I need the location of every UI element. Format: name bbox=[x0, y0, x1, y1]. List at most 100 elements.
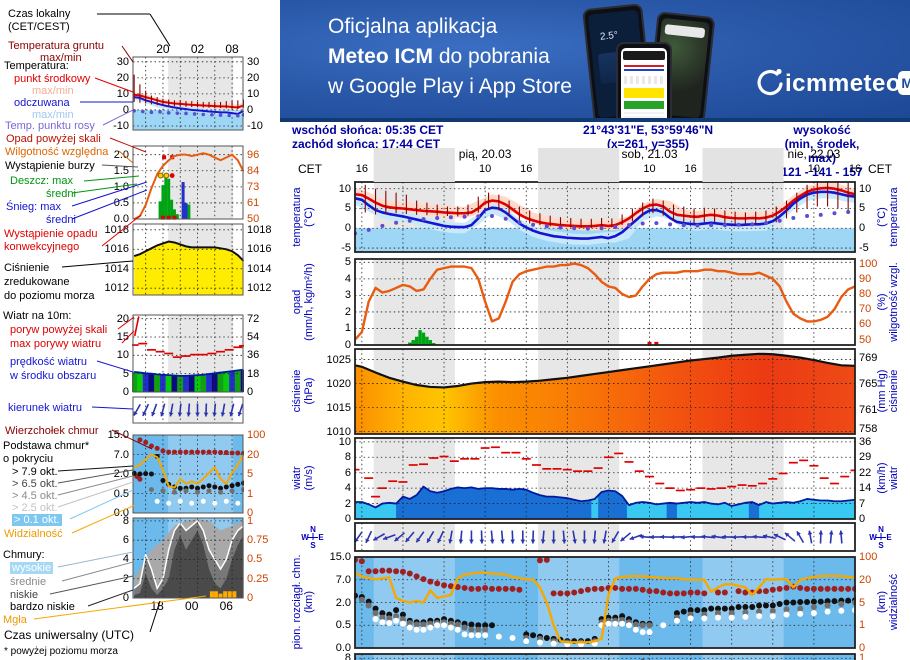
svg-text:N: N bbox=[878, 525, 884, 534]
y-tick-right: 96 bbox=[247, 148, 260, 161]
y-tick-left: 5 bbox=[122, 367, 129, 380]
y-tick-left: 20 bbox=[116, 71, 129, 84]
legend-clouds-mid: średnie bbox=[10, 576, 47, 588]
legend-rain-mean: średni bbox=[46, 188, 76, 200]
y-tick-left: 10 bbox=[338, 182, 351, 195]
y-tick-left: 0 bbox=[122, 103, 129, 116]
y-tick-right: 100 bbox=[247, 429, 266, 441]
axis-title-pressure-left: ciśnienie (hPa) bbox=[291, 369, 315, 413]
y-tick-right: 36 bbox=[247, 349, 260, 362]
y-tick-left: 1010 bbox=[326, 425, 351, 438]
y-tick-left: 8 bbox=[344, 451, 351, 464]
coordinates: 21°43'31"E, 53°59'46"N (x=261, y=355) bbox=[582, 123, 714, 151]
y-tick-left: 20 bbox=[116, 312, 129, 325]
y-tick-right: 1 bbox=[859, 619, 866, 632]
y-tick-right: 0.5 bbox=[247, 553, 263, 566]
y-tick-right: 0 bbox=[247, 386, 254, 398]
legend-cloud-base-1: Podstawa chmur* bbox=[3, 440, 90, 452]
y-tick-right: 70 bbox=[859, 303, 872, 316]
y-tick-left: 5 bbox=[344, 256, 351, 269]
panel-chmury bbox=[354, 653, 856, 660]
svg-text:S: S bbox=[878, 541, 884, 550]
y-tick-left: 0.5 bbox=[113, 196, 129, 209]
y-tick-left: 1015 bbox=[326, 401, 351, 414]
y-tick-right: 5 bbox=[247, 468, 254, 480]
hour-tick: 16 bbox=[684, 163, 697, 175]
day-label: nie, 22.03 bbox=[787, 147, 841, 161]
y-tick-right: 20 bbox=[247, 448, 260, 461]
y-tick-right: 1 bbox=[859, 652, 866, 660]
logo-badge: M° bbox=[898, 71, 910, 95]
phone-front bbox=[616, 42, 672, 118]
legend-convective-1: Wystąpienie opadu bbox=[4, 228, 98, 240]
legend-storm: Wystąpienie burzy bbox=[5, 160, 95, 172]
y-tick-left: -5 bbox=[341, 242, 351, 255]
panel-opad bbox=[132, 145, 244, 220]
panel-kierunek bbox=[132, 396, 244, 424]
utc-time-label: Czas uniwersalny (UTC) bbox=[4, 628, 135, 642]
logo-swoosh-icon bbox=[757, 68, 783, 96]
y-tick-left: 1018 bbox=[104, 223, 129, 236]
legend-okt-65: > 6.5 okt. bbox=[12, 478, 58, 490]
header-night-bands bbox=[373, 148, 784, 182]
panel-ciśnienie bbox=[132, 223, 244, 296]
legend-clouds-low: niskie bbox=[10, 589, 39, 601]
y-tick-right: 50 bbox=[859, 333, 872, 346]
y-tick-right: 10 bbox=[859, 182, 872, 195]
y-tick-right: 7 bbox=[859, 497, 866, 510]
legend-pressure-3: do poziomu morza bbox=[4, 290, 95, 302]
axis-title-cloud-left: pion. rozciągł. chm. (km) bbox=[291, 554, 315, 650]
legend-feels-maxmin: max/min bbox=[32, 109, 74, 121]
y-tick-left: 10 bbox=[116, 349, 129, 362]
y-tick-right: 20 bbox=[247, 71, 260, 84]
y-tick-right: 5 bbox=[859, 596, 866, 609]
panel-wiatr bbox=[354, 437, 856, 520]
panel-chmury bbox=[132, 517, 244, 599]
y-tick-right: 100 bbox=[859, 551, 878, 563]
y-tick-left: 0.0 bbox=[335, 642, 351, 654]
legend-okt-45: > 4.5 okt. bbox=[12, 490, 58, 502]
y-tick-right: 5 bbox=[859, 202, 866, 215]
sunrise: wschód słońca: 05:35 CET bbox=[292, 123, 444, 137]
legend-clouds-high: wysokie bbox=[10, 562, 54, 574]
panel-temperatura bbox=[354, 181, 856, 253]
panel-wiatr bbox=[132, 314, 244, 393]
legend-temp-maxmin: max/min bbox=[32, 85, 74, 97]
y-tick-left: 7.0 bbox=[335, 573, 351, 586]
svg-text:W: W bbox=[301, 533, 309, 542]
hour-tick: 16 bbox=[520, 163, 533, 175]
y-tick-left: 0.5 bbox=[113, 487, 129, 500]
y-tick-left: 10 bbox=[338, 435, 351, 448]
legend-wind-10m: Wiatr na 10m: bbox=[3, 310, 72, 322]
phone-temp: 2.5° bbox=[599, 29, 619, 43]
y-tick-left: 6 bbox=[122, 534, 129, 547]
y-tick-left: 8 bbox=[122, 514, 129, 527]
y-tick-left: 2 bbox=[344, 497, 351, 510]
sun-times: wschód słońca: 05:35 CET zachód słońca: … bbox=[292, 123, 443, 151]
y-tick-right: 769 bbox=[859, 352, 878, 365]
svg-text:W: W bbox=[869, 533, 877, 542]
day-label: sob, 21.03 bbox=[621, 147, 678, 161]
y-tick-right: 22 bbox=[859, 466, 872, 479]
legend-cloud-base-2: o pokryciu bbox=[3, 453, 54, 465]
panel-temperatura bbox=[132, 56, 244, 131]
axis-title-pressure-right: (mm Hg) ciśnienie bbox=[876, 369, 900, 413]
axis-title-wind-right: (km/h) wiatr bbox=[876, 462, 900, 494]
hour-tick: 10 bbox=[479, 163, 492, 175]
y-tick-left: 0 bbox=[344, 222, 351, 235]
legend-clouds: Chmury: bbox=[3, 549, 45, 561]
y-tick-right: 73 bbox=[247, 180, 260, 193]
y-tick-left: 2.0 bbox=[113, 468, 129, 480]
legend-fog: Mgła bbox=[3, 614, 27, 626]
legend-ground-temp: Temperatura gruntu bbox=[8, 40, 104, 52]
legend-okt-01: > 0.1 okt. bbox=[12, 514, 62, 526]
mini-utc-hour: 00 bbox=[185, 599, 199, 613]
legend-dew-point: Temp. punktu rosy bbox=[5, 120, 95, 132]
logo-text: icmmeteo bbox=[785, 70, 902, 97]
y-tick-left: 8 bbox=[344, 652, 351, 660]
y-tick-left: 1014 bbox=[104, 262, 129, 275]
y-tick-left: 15 bbox=[116, 331, 129, 343]
y-tick-right: 1016 bbox=[247, 243, 272, 256]
app-banner[interactable]: Oficjalna aplikacja Meteo ICM do pobrani… bbox=[280, 0, 910, 122]
